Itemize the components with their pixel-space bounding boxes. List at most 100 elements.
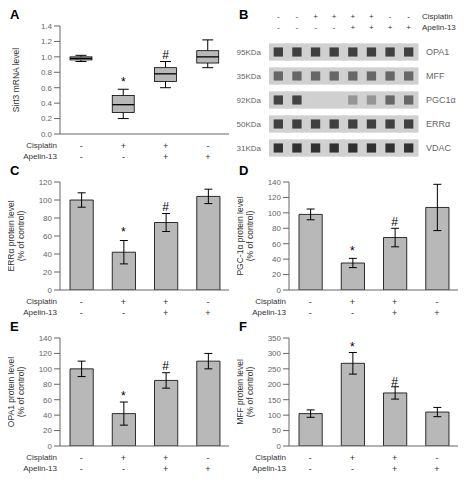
svg-text:+: + <box>121 297 126 307</box>
svg-text:-: - <box>122 308 125 318</box>
svg-text:Cisplatin: Cisplatin <box>26 297 57 306</box>
svg-text:20: 20 <box>272 270 281 279</box>
svg-text:*: * <box>121 75 126 89</box>
svg-text:60: 60 <box>43 232 52 241</box>
svg-text:-: - <box>351 464 354 474</box>
svg-text:100: 100 <box>39 196 53 205</box>
svg-text:+: + <box>205 308 210 318</box>
svg-text:+: + <box>392 453 397 463</box>
svg-text:Cisplatin: Cisplatin <box>422 12 453 21</box>
svg-text:-: - <box>351 308 354 318</box>
svg-text:VDAC: VDAC <box>426 143 452 153</box>
svg-text:*: * <box>121 225 126 239</box>
svg-text:300: 300 <box>268 349 282 358</box>
svg-text:-: - <box>296 12 299 21</box>
svg-text:Sirt3 mRNA level: Sirt3 mRNA level <box>11 48 21 112</box>
svg-text:+: + <box>163 464 168 474</box>
svg-text:0: 0 <box>277 286 282 295</box>
svg-text:+: + <box>163 152 168 162</box>
svg-text:150: 150 <box>268 396 282 405</box>
svg-text:+: + <box>121 141 126 151</box>
svg-text:PGC1α: PGC1α <box>426 95 456 105</box>
svg-text:-: - <box>277 12 280 21</box>
svg-text:+: + <box>163 297 168 307</box>
svg-text:1.4: 1.4 <box>41 22 53 31</box>
svg-text:350: 350 <box>268 334 282 343</box>
svg-text:+: + <box>121 453 126 463</box>
svg-text:MFF: MFF <box>426 71 445 81</box>
svg-text:80: 80 <box>43 214 52 223</box>
svg-text:-: - <box>309 464 312 474</box>
svg-text:0.8: 0.8 <box>41 68 53 77</box>
svg-text:Cisplatin: Cisplatin <box>255 297 286 306</box>
svg-text:0.2: 0.2 <box>41 114 53 123</box>
svg-text:-: - <box>80 152 83 162</box>
svg-text:+: + <box>350 23 355 32</box>
svg-text:+: + <box>163 453 168 463</box>
svg-text:100: 100 <box>39 365 53 374</box>
svg-text:+: + <box>392 297 397 307</box>
svg-text:1.0: 1.0 <box>41 53 53 62</box>
svg-text:80: 80 <box>272 224 281 233</box>
svg-text:-: - <box>80 297 83 307</box>
svg-text:-: - <box>80 464 83 474</box>
svg-text:95KDa: 95KDa <box>237 48 262 57</box>
svg-text:40: 40 <box>272 255 281 264</box>
svg-text:Cisplatin: Cisplatin <box>255 453 286 462</box>
svg-text:#: # <box>162 200 169 214</box>
svg-text:-: - <box>309 297 312 307</box>
svg-text:60: 60 <box>272 240 281 249</box>
svg-text:1.2: 1.2 <box>41 37 53 46</box>
svg-text:0.4: 0.4 <box>41 99 53 108</box>
svg-text:ERRα: ERRα <box>426 119 450 129</box>
svg-text:-: - <box>407 12 410 21</box>
svg-text:-: - <box>333 23 336 32</box>
svg-text:92KDa: 92KDa <box>237 96 262 105</box>
svg-text:100: 100 <box>268 411 282 420</box>
svg-text:Cisplatin: Cisplatin <box>26 453 57 462</box>
svg-text:#: # <box>391 375 398 389</box>
svg-text:OPA1 protein level(% of contro: OPA1 protein level(% of control) <box>8 357 26 427</box>
svg-text:50KDa: 50KDa <box>237 120 262 129</box>
svg-text:*: * <box>121 389 126 403</box>
svg-text:-: - <box>277 23 280 32</box>
svg-text:-: - <box>80 453 83 463</box>
svg-text:+: + <box>313 12 318 21</box>
svg-text:Cisplatin: Cisplatin <box>26 141 57 150</box>
svg-text:+: + <box>369 12 374 21</box>
svg-text:-: - <box>206 453 209 463</box>
svg-text:80: 80 <box>43 380 52 389</box>
svg-text:+: + <box>434 464 439 474</box>
svg-text:120: 120 <box>39 349 53 358</box>
svg-text:-: - <box>435 297 438 307</box>
svg-text:20: 20 <box>43 426 52 435</box>
svg-text:40: 40 <box>43 411 52 420</box>
svg-text:0: 0 <box>48 442 53 451</box>
svg-text:+: + <box>392 308 397 318</box>
svg-text:#: # <box>162 48 169 62</box>
svg-text:20: 20 <box>43 268 52 277</box>
svg-text:+: + <box>369 23 374 32</box>
svg-text:50: 50 <box>272 426 281 435</box>
svg-text:0.0: 0.0 <box>41 130 53 139</box>
svg-text:+: + <box>406 23 411 32</box>
svg-text:+: + <box>350 453 355 463</box>
svg-text:120: 120 <box>268 193 282 202</box>
svg-text:PGC-1α protein level(% of cont: PGC-1α protein level(% of control) <box>237 196 255 275</box>
svg-text:+: + <box>392 464 397 474</box>
svg-text:+: + <box>205 464 210 474</box>
svg-text:+: + <box>163 308 168 318</box>
svg-text:-: - <box>314 23 317 32</box>
svg-text:-: - <box>80 141 83 151</box>
svg-text:+: + <box>350 297 355 307</box>
svg-text:Apelin-13: Apelin-13 <box>23 464 57 473</box>
svg-text:-: - <box>206 297 209 307</box>
svg-text:+: + <box>163 141 168 151</box>
svg-text:Apelin-13: Apelin-13 <box>23 152 57 161</box>
svg-text:#: # <box>162 359 169 373</box>
svg-text:Apelin-13: Apelin-13 <box>23 308 57 317</box>
svg-text:200: 200 <box>268 380 282 389</box>
svg-text:-: - <box>80 308 83 318</box>
svg-text:60: 60 <box>43 396 52 405</box>
svg-text:*: * <box>350 244 355 258</box>
